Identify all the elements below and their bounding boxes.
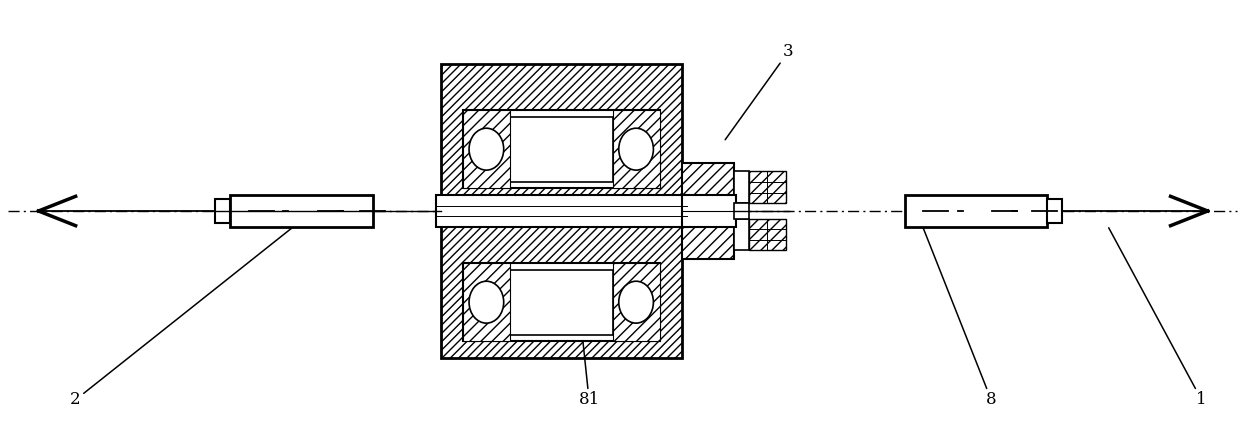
Bar — [435, 195, 687, 227]
Bar — [904, 195, 1047, 227]
Ellipse shape — [619, 281, 653, 323]
Bar — [510, 116, 613, 181]
Bar — [749, 171, 786, 203]
Bar — [216, 200, 231, 222]
Bar — [749, 219, 786, 250]
Ellipse shape — [469, 128, 503, 170]
Ellipse shape — [469, 281, 503, 323]
Bar — [734, 219, 749, 250]
Bar — [231, 195, 372, 227]
Ellipse shape — [619, 128, 653, 170]
Text: 1: 1 — [1109, 228, 1207, 408]
Bar — [682, 195, 737, 227]
Bar — [510, 270, 613, 335]
Bar — [734, 171, 749, 203]
Bar — [463, 263, 510, 341]
Bar — [440, 64, 682, 358]
Bar — [613, 111, 660, 188]
Bar — [463, 111, 660, 188]
Bar — [463, 111, 510, 188]
Text: 3: 3 — [725, 43, 794, 140]
Text: 2: 2 — [71, 228, 293, 408]
Text: 81: 81 — [578, 341, 600, 408]
Bar — [613, 263, 660, 341]
Bar — [682, 163, 734, 259]
Bar — [734, 203, 749, 219]
Bar — [463, 263, 660, 341]
Text: 8: 8 — [923, 228, 997, 408]
Bar — [1047, 200, 1061, 222]
